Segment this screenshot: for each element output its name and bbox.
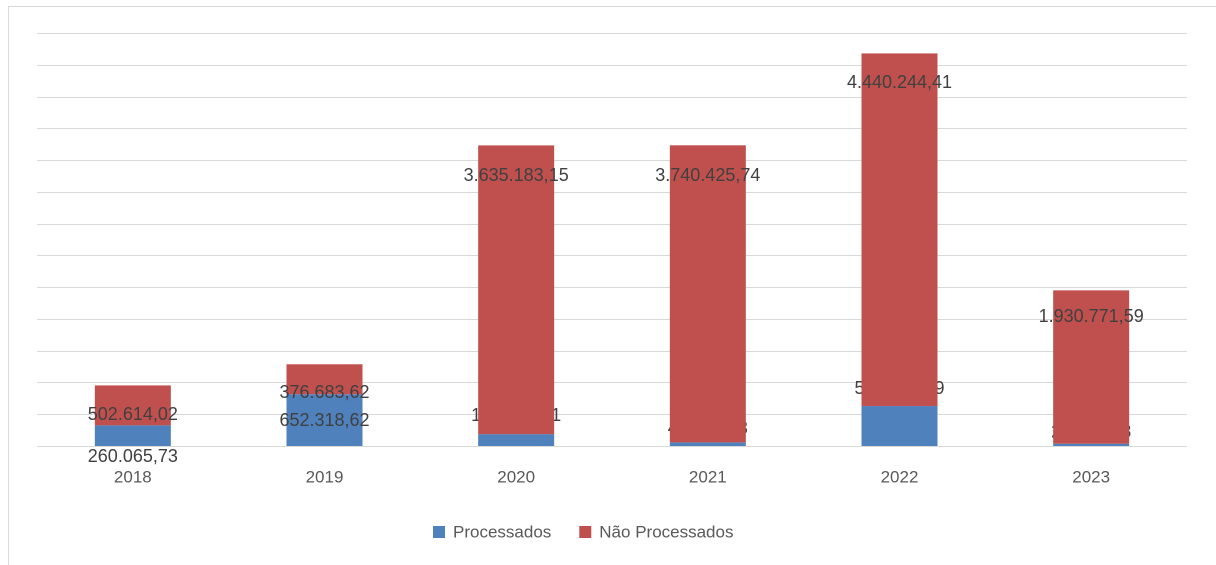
x-tick-label: 2018	[114, 467, 152, 486]
x-tick-label: 2020	[497, 467, 535, 486]
bar-segment	[286, 394, 363, 446]
data-label: 502.614,02	[88, 404, 178, 424]
legend-swatch	[579, 526, 592, 538]
data-label: 4.440.244,41	[847, 72, 952, 92]
bar-segment	[286, 364, 363, 395]
bar-segment	[94, 385, 171, 426]
bar-segment	[1053, 443, 1130, 446]
x-tick-label: 2019	[306, 467, 344, 486]
bar-segment	[1053, 290, 1130, 444]
x-tick-label: 2022	[881, 467, 919, 486]
bar-segment	[94, 425, 171, 446]
bar-segment	[861, 406, 938, 446]
bar-segment	[478, 145, 555, 435]
bar-segment	[669, 145, 746, 443]
x-tick-label: 2021	[689, 467, 727, 486]
data-label: 3.740.425,74	[655, 165, 760, 185]
legend-label: Não Processados	[599, 522, 733, 541]
data-label: 260.065,73	[88, 446, 178, 466]
data-label: 376.683,62	[279, 382, 369, 402]
bar-segment	[478, 434, 555, 446]
data-label: 652.318,62	[279, 410, 369, 430]
data-label: 1.930.771,59	[1039, 306, 1144, 326]
bar-segment	[669, 442, 746, 446]
bar-segment	[861, 53, 938, 407]
legend-label: Processados	[453, 522, 551, 541]
legend-swatch	[433, 526, 445, 538]
x-tick-label: 2023	[1072, 467, 1110, 486]
data-label: 3.635.183,15	[464, 165, 569, 185]
chart-frame	[8, 6, 1216, 565]
